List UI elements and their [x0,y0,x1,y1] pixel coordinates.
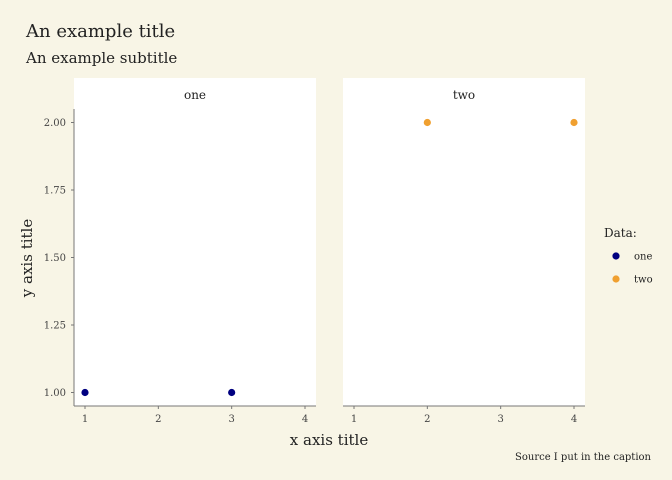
y-axis-title: y axis title [18,219,36,299]
facet-strip-label: two [453,88,475,102]
data-point-two [570,118,578,127]
legend-key-one [612,252,620,260]
legend-title: Data: [604,226,637,240]
x-tick-label: 4 [302,414,308,425]
legend-label-one: one [634,252,652,263]
y-tick-label: 1.50 [44,253,66,264]
x-tick-label: 4 [571,414,577,425]
facet-panels: one 1 2 3 4 1.00 1.25 1.50 1.75 2.00 two 1 2 3 4 [44,78,585,425]
plot-panel-background [343,109,585,406]
y-tick-label: 1.75 [44,186,66,197]
legend-key-two [612,275,620,283]
facet-strip-background [74,78,316,109]
x-axis-title: x axis title [290,431,369,449]
facet-strip-label: one [184,88,206,102]
chart-subtitle: An example subtitle [25,49,177,67]
facet-panel-two: two 1 2 3 4 [343,78,585,425]
legend-label-two: two [634,275,653,286]
legend: Data: one two [604,226,653,286]
data-point-two [423,118,431,127]
facet-panel-one: one 1 2 3 4 1.00 1.25 1.50 1.75 2.00 [44,78,316,425]
y-tick-label: 1.25 [44,321,66,332]
x-tick-label: 2 [424,414,430,425]
plot-panel-background [74,109,316,406]
y-tick-label: 2.00 [44,118,66,129]
data-point-one [81,388,89,397]
x-tick-label: 2 [155,414,161,425]
data-point-one [228,388,236,397]
x-tick-label: 3 [228,414,234,425]
x-tick-label: 1 [351,414,357,425]
facet-strip-background [343,78,585,109]
chart-title: An example title [25,21,175,42]
x-tick-label: 3 [497,414,503,425]
y-tick-label: 1.00 [44,388,66,399]
x-tick-label: 1 [82,414,88,425]
chart-caption: Source I put in the caption [515,452,652,463]
